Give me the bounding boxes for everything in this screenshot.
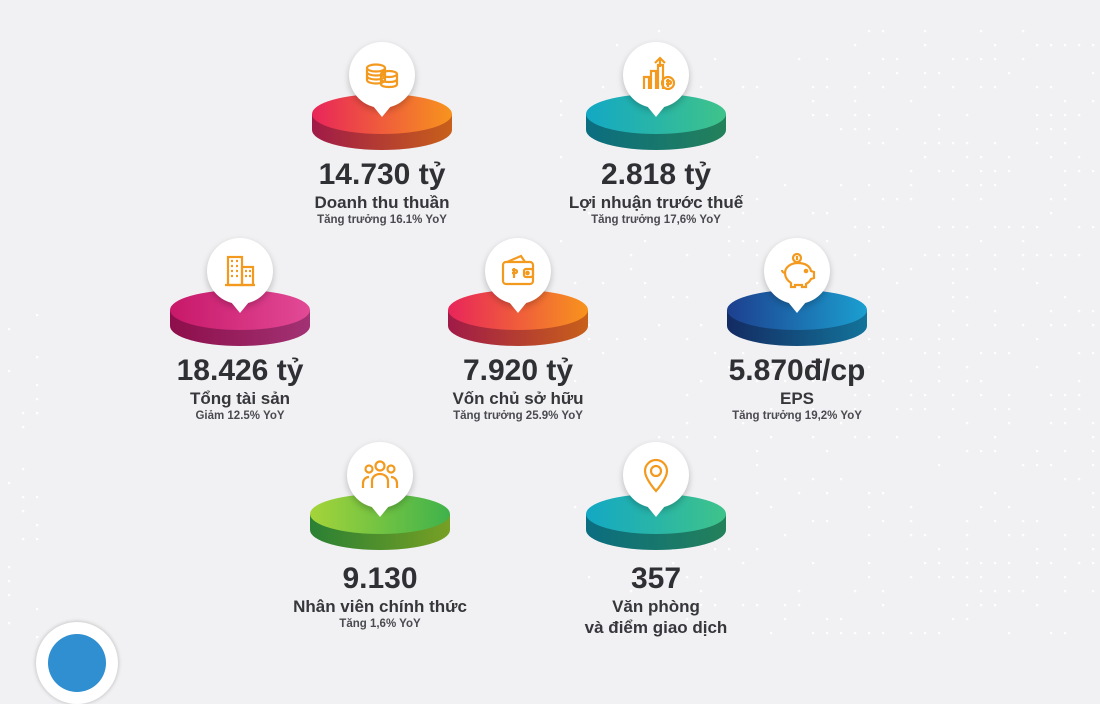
- growth-chart-badge: [623, 42, 689, 117]
- offices-label: Văn phòng: [612, 597, 700, 616]
- offices-label-line2: và điểm giao dịch: [584, 618, 728, 637]
- pretax-profit-value: 2.818 tỷ: [600, 158, 712, 191]
- eps-value: 5.870đ/cp: [728, 354, 866, 387]
- equity-value: 7.920 tỷ: [462, 354, 574, 387]
- revenue-label: Doanh thu thuần: [314, 193, 450, 212]
- pretax-profit-growth: Tăng trưởng 17,6% YoY: [591, 214, 721, 226]
- total-assets-growth: Giảm 12.5% YoY: [195, 410, 285, 422]
- growth-chart-dollar-icon: [642, 56, 676, 91]
- buildings-icon: [225, 255, 255, 287]
- wallet-icon-badge: [485, 238, 551, 313]
- revenue-value: 14.730 tỷ: [318, 158, 446, 191]
- piggy-bank-icon: [780, 252, 816, 289]
- staff-people-icon-badge: [347, 442, 413, 517]
- piggy-bank-icon-badge: [764, 238, 830, 313]
- total-assets-value: 18.426 tỷ: [176, 354, 304, 387]
- buildings-icon-badge: [207, 238, 273, 313]
- staff-people-icon: [361, 460, 399, 488]
- staff-label: Nhân viên chính thức: [293, 597, 467, 616]
- staff-growth: Tăng 1,6% YoY: [339, 618, 421, 630]
- offices-value: 357: [630, 562, 682, 595]
- equity-growth: Tăng trưởng 25.9% YoY: [453, 410, 583, 422]
- corner-circle-decoration: [36, 622, 118, 704]
- coins-icon-badge: [349, 42, 415, 117]
- revenue-growth: Tăng trưởng 16.1% YoY: [317, 214, 447, 226]
- total-assets-label: Tổng tài sản: [189, 389, 291, 408]
- eps-label: EPS: [779, 389, 815, 408]
- pretax-profit-label: Lợi nhuận trước thuế: [568, 193, 744, 212]
- staff-value: 9.130: [342, 562, 418, 595]
- location-pin-icon: [643, 458, 669, 493]
- eps-growth: Tăng trưởng 19,2% YoY: [732, 410, 862, 422]
- equity-label: Vốn chủ sở hữu: [452, 389, 584, 408]
- location-pin-icon-badge: [623, 442, 689, 517]
- coins-icon: [365, 63, 399, 89]
- wallet-icon: [501, 254, 535, 286]
